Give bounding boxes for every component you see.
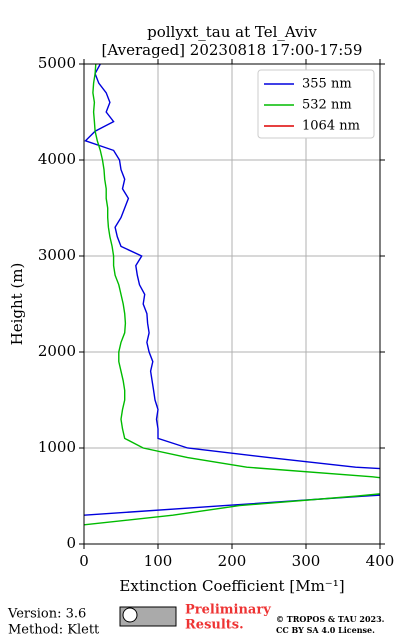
x-tick-label: 100	[144, 552, 173, 570]
x-axis-label: Extinction Coefficient [Mm⁻¹]	[119, 577, 344, 595]
notice: Preliminary	[185, 603, 271, 618]
legend-label: 355 nm	[302, 77, 352, 92]
x-tick-label: 0	[79, 552, 89, 570]
x-tick-label: 300	[292, 552, 321, 570]
y-tick-label: 2000	[38, 342, 76, 360]
method: Method: Klett	[8, 623, 100, 638]
data-line	[84, 64, 380, 516]
data-line	[84, 64, 380, 526]
x-tick-label: 200	[218, 552, 247, 570]
plot-frame	[83, 63, 381, 545]
notice: Results.	[185, 618, 244, 633]
y-axis-label: Height (m)	[8, 263, 26, 346]
y-tick-label: 3000	[38, 246, 76, 264]
chart-subtitle: [Averaged] 20230818 17:00-17:59	[102, 41, 363, 59]
x-tick-label: 400	[366, 552, 395, 570]
y-tick-label: 4000	[38, 150, 76, 168]
version: Version: 3.6	[7, 607, 86, 622]
y-tick-label: 0	[66, 534, 76, 552]
y-tick-label: 1000	[38, 438, 76, 456]
y-tick-label: 5000	[38, 54, 76, 72]
legend-label: 1064 nm	[302, 119, 360, 134]
chart-title: pollyxt_tau at Tel_Aviv	[147, 23, 317, 41]
legend-box	[257, 69, 375, 139]
cc-icon	[122, 607, 138, 623]
license: © TROPOS & TAU 2023. CC BY SA 4.0 License…	[276, 614, 385, 635]
legend-label: 532 nm	[302, 98, 352, 113]
